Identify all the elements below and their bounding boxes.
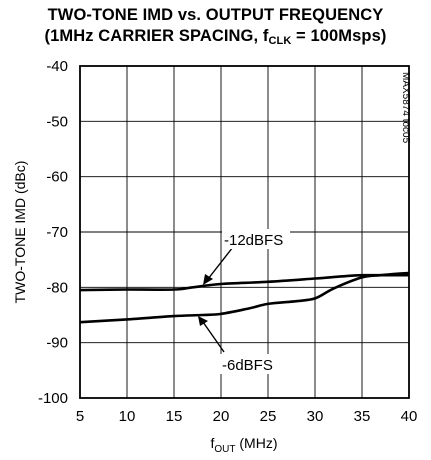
x-axis-title-main: f: [211, 435, 215, 451]
y-tick-label: -50: [46, 113, 68, 130]
series-line-6dbfs: [79, 271, 410, 324]
figure-id-note: MAX5874 toc05: [400, 72, 411, 144]
x-tick-label: 25: [260, 408, 277, 425]
chart-title-line2: (1MHz CARRIER SPACING, fCLK = 100Msps): [0, 27, 431, 47]
annotation-6dbfs-leader: [202, 321, 225, 353]
x-tick-label: 15: [166, 408, 183, 425]
chart-title-line1: TWO-TONE IMD vs. OUTPUT FREQUENCY: [47, 6, 384, 24]
y-tick-label: -70: [46, 224, 68, 241]
x-tick-label: 10: [119, 408, 136, 425]
annotation-6dbfs-label: -6dBFS: [222, 357, 273, 374]
title-line2-subscript: CLK: [268, 35, 292, 47]
x-axis-title-sub: OUT: [214, 444, 235, 455]
y-tick-label: -60: [46, 169, 68, 186]
x-axis-title: fOUT (MHz): [211, 435, 278, 455]
x-tick-label: 35: [354, 408, 371, 425]
y-tick-label: -80: [46, 279, 68, 296]
y-tick-label: -100: [38, 390, 68, 407]
x-axis-title-unit: (MHz): [236, 435, 278, 451]
x-tick-label: 20: [213, 408, 230, 425]
series-lines: [79, 271, 410, 324]
annotation-12dbfs: -12dBFS: [203, 229, 290, 285]
y-tick-label: -90: [46, 335, 68, 352]
annotation-6dbfs: -6dBFS: [198, 316, 275, 374]
title-line2-suffix: = 100Msps): [291, 27, 387, 45]
x-tick-label: 40: [401, 408, 418, 425]
annotation-12dbfs-leader: [207, 246, 234, 280]
y-tick-label: -40: [46, 58, 68, 75]
x-tick-label: 5: [76, 408, 84, 425]
annotation-12dbfs-arrowhead: [203, 274, 213, 285]
x-tick-label: 30: [307, 408, 324, 425]
y-axis-title: TWO-TONE IMD (dBc): [12, 161, 28, 304]
annotation-12dbfs-label: -12dBFS: [224, 232, 283, 249]
tick-labels: 5 10 15 20 25 30 35 40 -40 -50 -60 -70 -80 -90 -100: [38, 58, 417, 425]
title-line2-prefix: (1MHz CARRIER SPACING, f: [44, 27, 269, 45]
annotation-6dbfs-arrowhead: [198, 316, 208, 326]
plot-frame: [79, 65, 410, 399]
annotation-12dbfs-bg: [222, 229, 290, 249]
annotation-6dbfs-bg: [219, 354, 275, 374]
